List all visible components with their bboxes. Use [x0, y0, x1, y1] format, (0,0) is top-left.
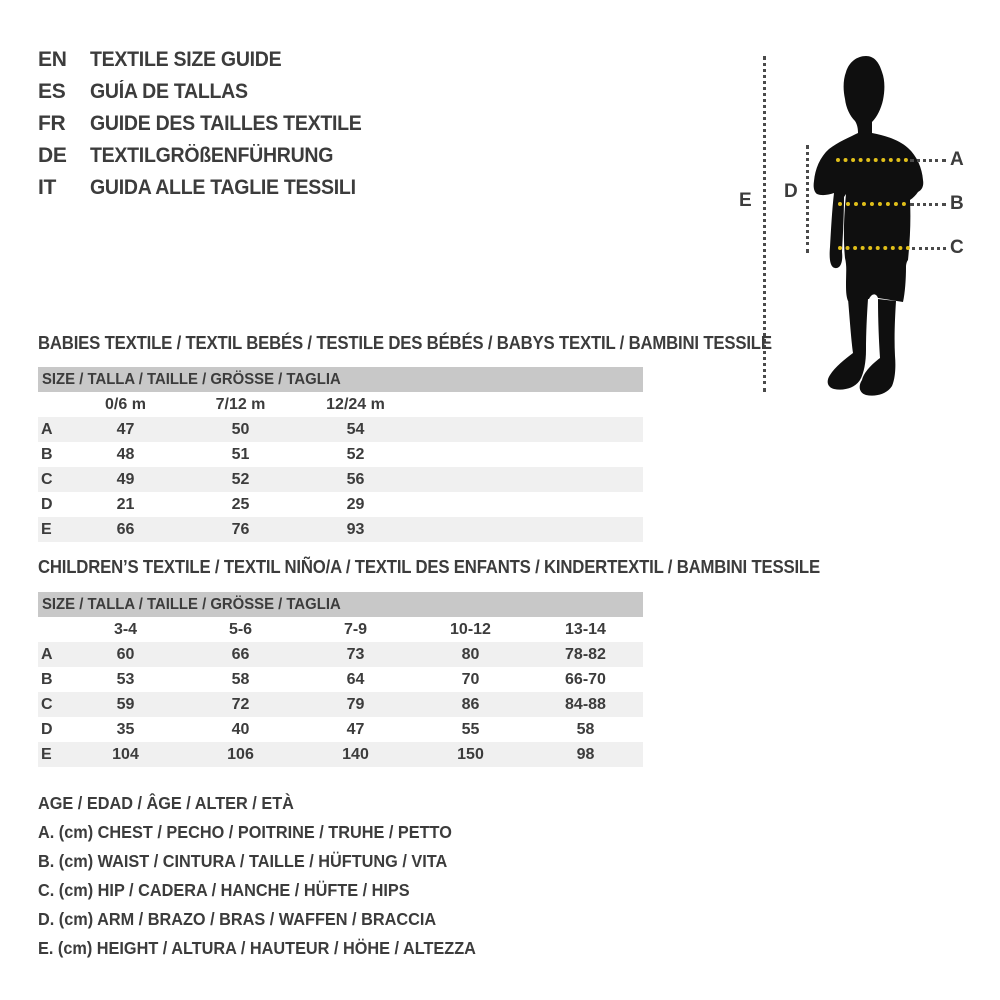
table-header-bar: SIZE / TALLA / TAILLE / GRÖSSE / TAGLIA	[38, 367, 643, 392]
chest-label-A: A	[950, 149, 964, 170]
legend-line-waist: B. (cm) WAIST / CINTURA / TAILLE / HÜFTU…	[38, 851, 448, 871]
child-silhouette	[813, 56, 924, 396]
language-title: GUIDE DES TAILLES TEXTILE	[90, 112, 362, 135]
column-header: 13-14	[565, 621, 606, 638]
table-row-B: B 48 51 52	[41, 446, 365, 463]
language-title: TEXTILE SIZE GUIDE	[90, 48, 282, 71]
measurement-legend: AGE / EDAD / ÂGE / ALTER / ETÀ A. (cm) C…	[38, 789, 509, 963]
height-measure-line-E	[763, 56, 766, 392]
language-code: IT	[38, 176, 57, 199]
table-row-D: D 21 25 29	[41, 496, 365, 513]
legend-line-height: E. (cm) HEIGHT / ALTURA / HAUTEUR / HÖHE…	[38, 938, 476, 958]
legend-line-hip: C. (cm) HIP / CADERA / HANCHE / HÜFTE / …	[38, 880, 410, 900]
column-header: 12/24 m	[326, 396, 385, 413]
language-code: ES	[38, 80, 66, 103]
column-header: 3-4	[113, 621, 138, 638]
column-header-row: 3-4 5-6 7-9 10-12 13-14	[38, 617, 643, 642]
language-list: EN TEXTILE SIZE GUIDE ES GUÍA DE TALLAS …	[38, 44, 382, 204]
legend-line-age: AGE / EDAD / ÂGE / ALTER / ETÀ	[38, 793, 294, 813]
language-row-en: EN TEXTILE SIZE GUIDE	[38, 44, 382, 76]
children-size-table: SIZE / TALLA / TAILLE / GRÖSSE / TAGLIA …	[38, 592, 643, 767]
language-row-it: IT GUIDA ALLE TAGLIE TESSILI	[38, 172, 382, 204]
table-header-bar: SIZE / TALLA / TAILLE / GRÖSSE / TAGLIA	[38, 592, 643, 617]
babies-size-table: SIZE / TALLA / TAILLE / GRÖSSE / TAGLIA …	[38, 367, 643, 542]
hip-line-C	[838, 246, 910, 250]
height-label-E: E	[739, 190, 752, 211]
hip-label-C: C	[950, 237, 964, 258]
chest-leader-A	[910, 159, 946, 162]
table-row-A: A 47 50 54	[38, 417, 643, 442]
legend-line-arm: D. (cm) ARM / BRAZO / BRAS / WAFFEN / BR…	[38, 909, 437, 929]
column-header: 10-12	[450, 621, 491, 638]
column-header: 0/6 m	[105, 396, 146, 413]
language-row-de: DE TEXTILGRÖßENFÜHRUNG	[38, 140, 382, 172]
table-row-B: B 53 58 64 70 66-70	[41, 671, 606, 688]
table-row-A: A 60 66 73 80 78-82	[38, 642, 643, 667]
arm-measure-line-D	[806, 145, 809, 253]
language-code: FR	[38, 112, 66, 135]
table-row-D: D 35 40 47 55 58	[41, 721, 595, 738]
language-row-es: ES GUÍA DE TALLAS	[38, 76, 382, 108]
table-row-E: E 104 106 140 150 98	[38, 742, 643, 767]
hip-leader-C	[912, 247, 946, 250]
table-row-C: C 49 52 56	[38, 467, 643, 492]
waist-line-B	[838, 202, 906, 206]
babies-section-title: BABIES TEXTILE / TEXTIL BEBÉS / TESTILE …	[38, 333, 772, 353]
column-header: 7-9	[343, 621, 368, 638]
language-row-fr: FR GUIDE DES TAILLES TEXTILE	[38, 108, 382, 140]
language-title: TEXTILGRÖßENFÜHRUNG	[90, 144, 334, 167]
legend-line-chest: A. (cm) CHEST / PECHO / POITRINE / TRUHE…	[38, 822, 452, 842]
chest-line-A	[836, 158, 908, 162]
language-title: GUIDA ALLE TAGLIE TESSILI	[90, 176, 356, 199]
children-section-title: CHILDREN’S TEXTILE / TEXTIL NIÑO/A / TEX…	[38, 557, 820, 577]
language-title: GUÍA DE TALLAS	[90, 80, 248, 103]
waist-label-B: B	[950, 193, 964, 214]
column-header-row: 0/6 m 7/12 m 12/24 m	[38, 392, 643, 417]
column-header: 5-6	[228, 621, 253, 638]
waist-leader-B	[910, 203, 946, 206]
language-code: EN	[38, 48, 67, 71]
arm-label-D: D	[784, 181, 798, 202]
table-row-E: E 66 76 93	[38, 517, 643, 542]
table-row-C: C 59 72 79 86 84-88	[38, 692, 643, 717]
column-header: 7/12 m	[215, 396, 266, 413]
language-code: DE	[38, 144, 67, 167]
